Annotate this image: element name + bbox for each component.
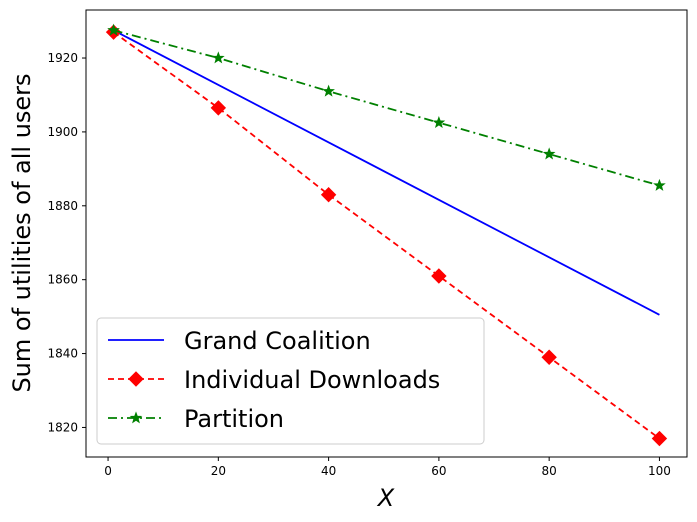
legend-box (96, 317, 485, 445)
data-point-1 (541, 349, 557, 365)
x-tick-label: 0 (104, 464, 112, 478)
y-tick-label: 1900 (47, 125, 78, 139)
data-point-1 (210, 100, 227, 116)
y-tick-label: 1840 (47, 347, 78, 361)
y-tick-label: 1880 (47, 199, 78, 213)
data-point-2 (107, 23, 120, 36)
legend-label: Partition (184, 405, 284, 433)
series-layer (105, 23, 668, 447)
plot-frame (85, 9, 688, 458)
legend-label: Individual Downloads (184, 366, 440, 394)
y-tick-label: 1920 (47, 51, 78, 65)
x-tick-label: 80 (542, 464, 557, 478)
data-point-1 (320, 187, 337, 203)
legend-marker-2 (129, 411, 143, 424)
data-point-2 (542, 147, 556, 160)
y-tick-label: 1860 (47, 273, 78, 287)
data-point-2 (212, 51, 225, 64)
legend: Grand Coalition Individual Downloads Parti… (96, 317, 485, 445)
series-line-0 (113, 29, 660, 316)
x-tick-label: 40 (321, 464, 336, 478)
x-axis-ticks: 0 20 40 60 80 100 (104, 457, 671, 478)
legend-marker-1 (128, 371, 144, 387)
legend-label: Grand Coalition (184, 327, 371, 355)
x-tick-label: 100 (648, 464, 671, 478)
y-tick-label: 1820 (47, 420, 78, 434)
data-point-1 (431, 268, 447, 284)
data-point-1 (651, 430, 668, 447)
x-axis-label: X (376, 484, 395, 512)
y-axis-label: Sum of utilities of all users (8, 73, 36, 392)
data-point-2 (653, 178, 666, 191)
y-axis-ticks: 1820 1840 1860 1880 1900 1920 (47, 51, 86, 434)
data-point-2 (322, 84, 335, 97)
data-point-2 (432, 116, 446, 129)
series-line-2 (113, 29, 660, 187)
x-tick-label: 60 (431, 464, 446, 478)
x-tick-label: 20 (211, 464, 226, 478)
